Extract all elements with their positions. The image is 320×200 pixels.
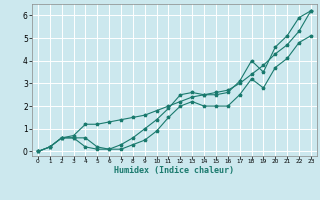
X-axis label: Humidex (Indice chaleur): Humidex (Indice chaleur) <box>115 166 234 175</box>
